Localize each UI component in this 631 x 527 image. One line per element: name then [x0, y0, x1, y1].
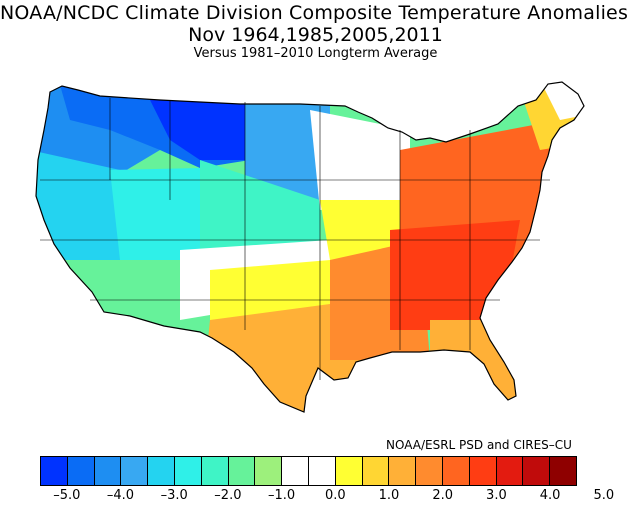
colorbar-swatch: [442, 457, 470, 485]
colorbar-swatch: [389, 457, 417, 485]
region-great-basin: [110, 168, 210, 260]
colorbar-swatch: [94, 457, 122, 485]
colorbar-ticks: –5.0 –4.0 –3.0 –2.0 –1.0 0.0 1.0 2.0 3.0 4.0 5.0: [0, 488, 631, 508]
region-midwest-south: [320, 200, 410, 260]
region-northern-plains: [245, 100, 330, 200]
colorbar-tick-label: 0.0: [324, 488, 346, 503]
region-pacific-coast: [36, 150, 120, 270]
colorbar-swatch: [469, 457, 497, 485]
colorbar-swatch: [201, 457, 229, 485]
region-upper-midwest: [310, 110, 410, 210]
colorbar-swatch: [523, 457, 551, 485]
colorbar-swatch: [255, 457, 283, 485]
region-central-rockies: [200, 160, 320, 260]
colorbar-swatch: [282, 457, 309, 485]
colorbar-tick-label: 4.0: [539, 488, 561, 503]
region-maine: [540, 82, 584, 120]
colorbar-tick-label: –2.0: [214, 488, 242, 503]
colorbar-tick-label: 3.0: [486, 488, 507, 503]
map-subtitle-baseline: Versus 1981–2010 Longterm Average: [193, 46, 438, 61]
region-southeast: [390, 220, 520, 330]
colorbar-swatch: [41, 457, 68, 485]
map-title: NOAA/NCDC Climate Division Composite Tem…: [0, 2, 631, 24]
region-montana-core: [150, 100, 245, 160]
colorbar-swatch: [550, 457, 576, 485]
colorbar-tick-label: –3.0: [160, 488, 188, 503]
colorbar-swatch: [362, 457, 390, 485]
colorbar-tick-label: –5.0: [53, 488, 81, 503]
region-southwest: [60, 260, 200, 330]
colorbar-swatch: [308, 457, 336, 485]
map-subtitle: Nov 1964,1985,2005,2011: [188, 24, 443, 46]
colorbar-tick-label: –1.0: [268, 488, 296, 503]
colorbar-tick-label: –4.0: [106, 488, 135, 503]
data-credit: NOAA/ESRL PSD and CIRES–CU: [386, 438, 572, 452]
division-boundaries: [35, 81, 585, 413]
colorbar-swatch: [496, 457, 524, 485]
anomaly-shading: [36, 82, 584, 412]
colorbar-swatch: [416, 457, 443, 485]
anomaly-colorbar: [40, 456, 577, 486]
colorbar-tick-label: 2.0: [432, 488, 454, 503]
colorbar-swatch: [121, 457, 149, 485]
colorbar-swatch: [228, 457, 256, 485]
colorbar-swatch: [67, 457, 95, 485]
region-florida: [430, 320, 520, 410]
colorbar-swatch: [174, 457, 202, 485]
colorbar-swatch: [148, 457, 175, 485]
colorbar-tick-label: 5.0: [593, 488, 615, 503]
colorbar-swatch: [335, 457, 363, 485]
colorbar-tick-label: 1.0: [378, 488, 400, 503]
